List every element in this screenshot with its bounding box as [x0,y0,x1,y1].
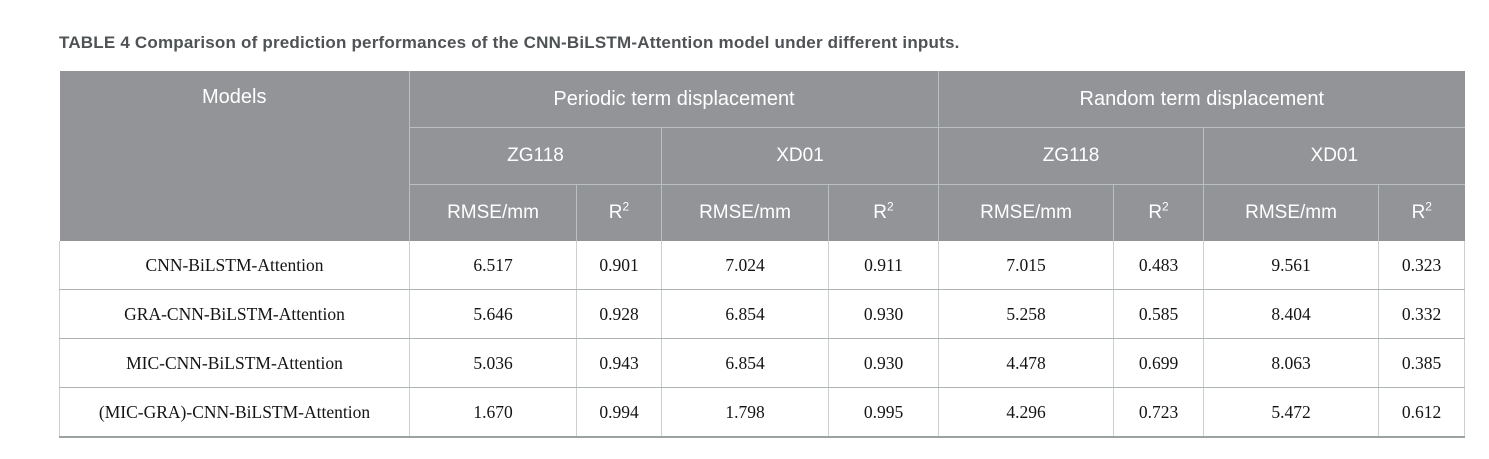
value-cell: 0.930 [827,289,940,339]
value-cell: 0.930 [827,338,940,388]
value-cell: 0.612 [1378,387,1466,438]
value-cell: 4.478 [938,338,1115,388]
model-name-cell: CNN-BiLSTM-Attention [59,241,410,290]
value-cell: 0.994 [576,387,662,438]
group-header-periodic: Periodic term displacement [408,71,940,128]
value-cell: 7.015 [938,241,1115,290]
value-cell: 5.258 [938,289,1115,339]
metric-header-r2: R2 [576,184,662,241]
value-cell: 5.646 [409,289,577,339]
value-cell: 9.561 [1203,241,1380,290]
r2-superscript: 2 [622,199,630,214]
results-table: Models Periodic term displacement Random… [59,71,1466,438]
models-column-header: Models [59,71,410,241]
table-caption: TABLE 4 Comparison of prediction perform… [59,33,960,52]
value-cell: 6.854 [661,289,829,339]
r2-superscript: 2 [1162,199,1169,214]
table-row: (MIC-GRA)-CNN-BiLSTM-Attention 1.670 0.9… [59,387,1466,438]
value-cell: 0.995 [827,387,940,438]
station-header-periodic-xd01: XD01 [660,127,940,185]
table-row: GRA-CNN-BiLSTM-Attention 5.646 0.928 6.8… [59,289,1466,339]
metric-header-rmse: RMSE/mm [661,184,829,241]
value-cell: 0.943 [576,338,662,388]
value-cell: 5.036 [409,338,577,388]
table-row: MIC-CNN-BiLSTM-Attention 5.036 0.943 6.8… [59,338,1466,388]
model-name-cell: (MIC-GRA)-CNN-BiLSTM-Attention [59,387,410,438]
value-cell: 8.063 [1203,338,1380,388]
table-body: CNN-BiLSTM-Attention 6.517 0.901 7.024 0… [59,241,1466,438]
group-header-random: Random term displacement [938,71,1465,128]
value-cell: 8.404 [1203,289,1380,339]
model-name-cell: MIC-CNN-BiLSTM-Attention [59,338,410,388]
metric-header-rmse: RMSE/mm [409,184,577,241]
value-cell: 0.911 [827,241,940,290]
station-header-random-xd01: XD01 [1203,127,1465,185]
value-cell: 7.024 [661,241,829,290]
value-cell: 5.472 [1203,387,1380,438]
value-cell: 0.699 [1113,338,1205,388]
value-cell: 0.385 [1378,338,1466,388]
table-row: CNN-BiLSTM-Attention 6.517 0.901 7.024 0… [59,241,1466,290]
metric-header-r2: R2 [827,184,940,241]
r2-superscript: 2 [1425,199,1432,214]
value-cell: 0.483 [1113,241,1205,290]
value-cell: 0.723 [1113,387,1205,438]
r2-base: R [608,202,623,223]
r2-superscript: 2 [887,199,894,214]
station-header-random-zg118: ZG118 [938,127,1205,185]
table-header: Models Periodic term displacement Random… [59,71,1465,241]
metric-header-r2: R2 [1378,184,1465,241]
value-cell: 0.332 [1378,289,1466,339]
value-cell: 4.296 [938,387,1115,438]
value-cell: 1.670 [409,387,577,438]
value-cell: 0.928 [576,289,662,339]
value-cell: 0.323 [1378,241,1466,290]
value-cell: 6.517 [409,241,577,290]
station-header-periodic-zg118: ZG118 [409,127,662,185]
metric-header-r2: R2 [1113,184,1205,241]
value-cell: 0.585 [1113,289,1205,339]
r2-base: R [873,202,888,223]
model-name-cell: GRA-CNN-BiLSTM-Attention [59,289,410,339]
value-cell: 1.798 [661,387,829,438]
value-cell: 6.854 [661,338,829,388]
r2-base: R [1148,202,1163,223]
value-cell: 0.901 [576,241,662,290]
metric-header-rmse: RMSE/mm [938,184,1115,241]
r2-base: R [1411,202,1426,223]
metric-header-rmse: RMSE/mm [1203,184,1380,241]
